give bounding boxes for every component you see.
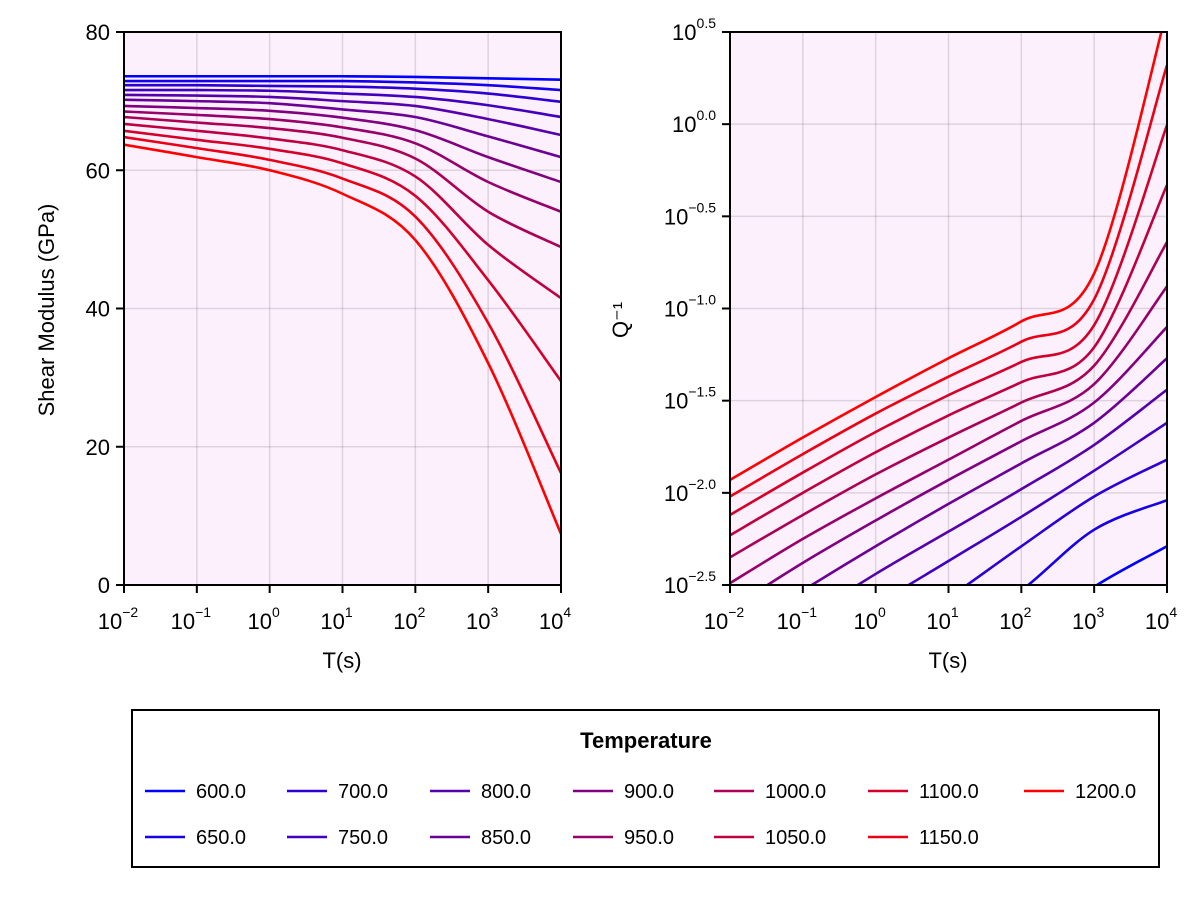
legend-label: 600.0 — [196, 781, 246, 803]
x-tick-label: 10−1 — [777, 604, 818, 634]
x-tick-label: 10−1 — [171, 604, 212, 634]
legend-entries: 600.0 650.0 700.0 750.0 800.0 850.0 900.0 950.0… — [145, 781, 1136, 849]
legend-entry: 950.0 — [573, 827, 674, 849]
shear-modulus-panel: 10−2 10−1 100 101 102 103 104 0 20 40 60 80 T(s) S… — [34, 20, 571, 673]
y-tick-label: 10−1.5 — [664, 384, 716, 414]
series-line-700.0 — [124, 83, 561, 104]
legend: Temperature 600.0 650.0 700.0 750.0 800.0 850… — [131, 709, 1160, 868]
y-tick-label: 10−1.0 — [664, 292, 716, 322]
legend-entry: 1150.0 — [868, 827, 979, 849]
legend-frame — [131, 709, 1160, 868]
y-tick-label: 60 — [86, 158, 110, 183]
legend-label: 650.0 — [196, 827, 246, 849]
series-line-1100.0 — [730, 124, 1167, 517]
y-ticks: 0 20 40 60 80 — [86, 20, 124, 598]
x-ticks: 10−2 10−1 100 101 102 103 104 — [704, 585, 1177, 634]
series-line-950.0 — [124, 110, 561, 213]
plot-background — [124, 32, 561, 585]
series-line-600.0 — [124, 74, 561, 81]
x-axis-title: T(s) — [322, 648, 361, 673]
series-lines — [124, 74, 561, 535]
series-line-1150.0 — [124, 135, 561, 474]
y-tick-label: 10−0.5 — [664, 199, 716, 229]
x-tick-label: 103 — [466, 604, 498, 634]
y-tick-label: 10−2.5 — [664, 568, 716, 598]
series-lines — [730, 32, 1167, 585]
legend-label: 850.0 — [481, 827, 531, 849]
x-tick-label: 100 — [248, 604, 280, 634]
legend-entry: 700.0 — [287, 781, 388, 803]
x-tick-label: 104 — [1145, 604, 1177, 634]
legend-entry: 1200.0 — [1024, 781, 1136, 803]
x-axis-title: T(s) — [928, 648, 967, 673]
series-line-1200.0 — [730, 32, 1163, 482]
y-axis-title: Shear Modulus (GPa) — [34, 204, 59, 417]
series-line-1200.0 — [124, 143, 561, 535]
y-tick-label: 40 — [86, 297, 110, 322]
legend-label: 750.0 — [338, 827, 388, 849]
legend-label: 1050.0 — [765, 827, 826, 849]
legend-entry: 850.0 — [430, 827, 531, 849]
y-tick-label: 100.0 — [672, 107, 716, 137]
series-line-850.0 — [809, 357, 1167, 585]
x-tick-label: 100 — [854, 604, 886, 634]
series-line-650.0 — [124, 79, 561, 92]
series-line-850.0 — [124, 98, 561, 159]
legend-label: 700.0 — [338, 781, 388, 803]
y-tick-label: 80 — [86, 20, 110, 45]
series-line-1000.0 — [730, 241, 1167, 559]
y-tick-label: 20 — [86, 435, 110, 460]
y-tick-label: 10−2.0 — [664, 476, 716, 506]
x-tick-label: 102 — [999, 604, 1031, 634]
legend-entry: 1000.0 — [714, 781, 826, 803]
legend-entry: 600.0 — [145, 781, 246, 803]
series-line-900.0 — [124, 104, 561, 184]
series-line-1050.0 — [730, 184, 1167, 537]
x-tick-label: 10−2 — [98, 604, 139, 634]
y-tick-label: 100.5 — [672, 15, 716, 45]
attenuation-panel: 10−2 10−1 100 101 102 103 104 100.5 100.0 10−0.5… — [608, 15, 1177, 673]
legend-label: 1000.0 — [765, 781, 826, 803]
series-line-650.0 — [1026, 499, 1167, 585]
y-axis-title: Q⁻¹ — [608, 302, 633, 338]
series-line-950.0 — [730, 285, 1167, 585]
series-line-700.0 — [964, 458, 1167, 585]
legend-entry: 1050.0 — [714, 827, 826, 849]
x-tick-label: 101 — [926, 604, 958, 634]
legend-label: 800.0 — [481, 781, 531, 803]
x-ticks: 10−2 10−1 100 101 102 103 104 — [98, 585, 571, 634]
legend-entry: 800.0 — [430, 781, 531, 803]
y-tick-label: 0 — [98, 573, 110, 598]
x-tick-label: 10−2 — [704, 604, 745, 634]
legend-label: 1200.0 — [1075, 781, 1136, 803]
series-line-1150.0 — [730, 64, 1167, 498]
series-line-900.0 — [765, 326, 1167, 585]
x-tick-label: 103 — [1072, 604, 1104, 634]
legend-label: 1100.0 — [919, 781, 979, 803]
legend-entry: 1100.0 — [868, 781, 979, 803]
legend-entry: 750.0 — [287, 827, 388, 849]
legend-title: Temperature — [580, 728, 712, 753]
y-ticks: 100.5 100.0 10−0.5 10−1.0 10−1.5 10−2.0 10−2.5 — [664, 15, 730, 598]
legend-entry: 650.0 — [145, 827, 246, 849]
series-line-750.0 — [124, 88, 561, 119]
legend-entry: 900.0 — [573, 781, 674, 803]
legend-label: 950.0 — [624, 827, 674, 849]
series-line-800.0 — [855, 388, 1167, 585]
series-line-1050.0 — [124, 122, 561, 300]
x-tick-label: 102 — [393, 604, 425, 634]
series-line-800.0 — [124, 93, 561, 137]
legend-label: 900.0 — [624, 781, 674, 803]
series-line-1100.0 — [124, 129, 561, 382]
x-tick-label: 101 — [320, 604, 352, 634]
series-line-1000.0 — [124, 115, 561, 249]
series-line-750.0 — [906, 421, 1167, 585]
legend-label: 1150.0 — [919, 827, 979, 849]
x-tick-label: 104 — [539, 604, 571, 634]
grid-lines — [124, 32, 561, 585]
